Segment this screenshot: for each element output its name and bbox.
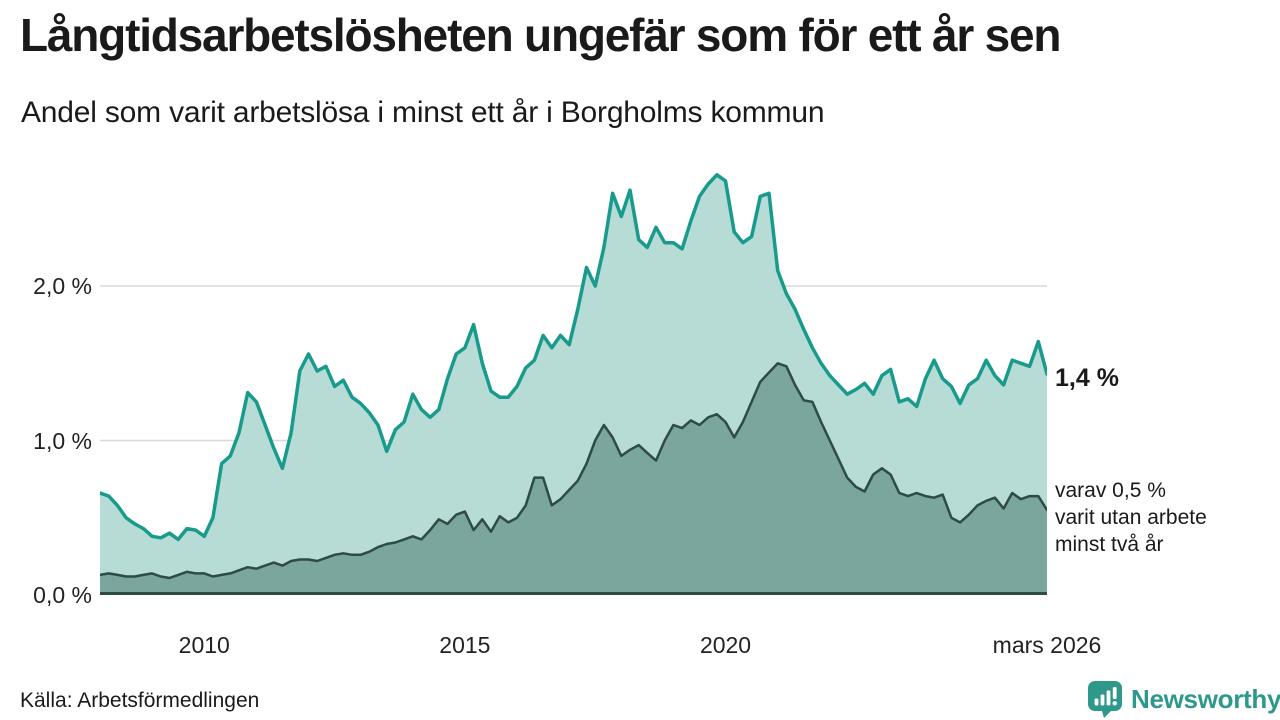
source-credit: Källa: Arbetsförmedlingen (20, 689, 260, 712)
newsworthy-brand: Newsworthy (1087, 680, 1280, 718)
y-tick-label: 2,0 % (33, 273, 92, 299)
page-title: Långtidsarbetslösheten ungefär som för e… (20, 9, 1062, 61)
newsworthy-logo-icon (1088, 681, 1122, 718)
x-tick-label: 2015 (439, 632, 491, 658)
chart-subtitle: Andel som varit arbetslösa i minst ett å… (21, 96, 825, 129)
series-min-two-years-area (100, 363, 1047, 595)
newsworthy-wordmark: Newsworthy (1131, 683, 1280, 714)
x-tick-label: mars 2026 (992, 632, 1102, 658)
latest-value-annotation: 1,4 % (1055, 364, 1119, 392)
y-tick-label: 1,0 % (33, 427, 92, 454)
x-tick-label: 2010 (178, 632, 230, 658)
chart-plot-area (100, 160, 1047, 595)
secondary-annotation: varav 0,5 % varit utan arbete minst två … (1055, 477, 1207, 558)
secondary-annotation-line: varit utan arbete (1055, 506, 1207, 529)
unemployment-area-chart (100, 173, 1047, 595)
y-tick-label: 0,0 % (33, 582, 92, 608)
x-tick-label: 2020 (699, 632, 752, 658)
secondary-annotation-line: varav 0,5 % (1055, 479, 1166, 502)
series-min-one-year-line (100, 173, 1047, 542)
series-min-two-years-line (100, 362, 1047, 580)
secondary-annotation-line: minst två år (1055, 533, 1164, 556)
